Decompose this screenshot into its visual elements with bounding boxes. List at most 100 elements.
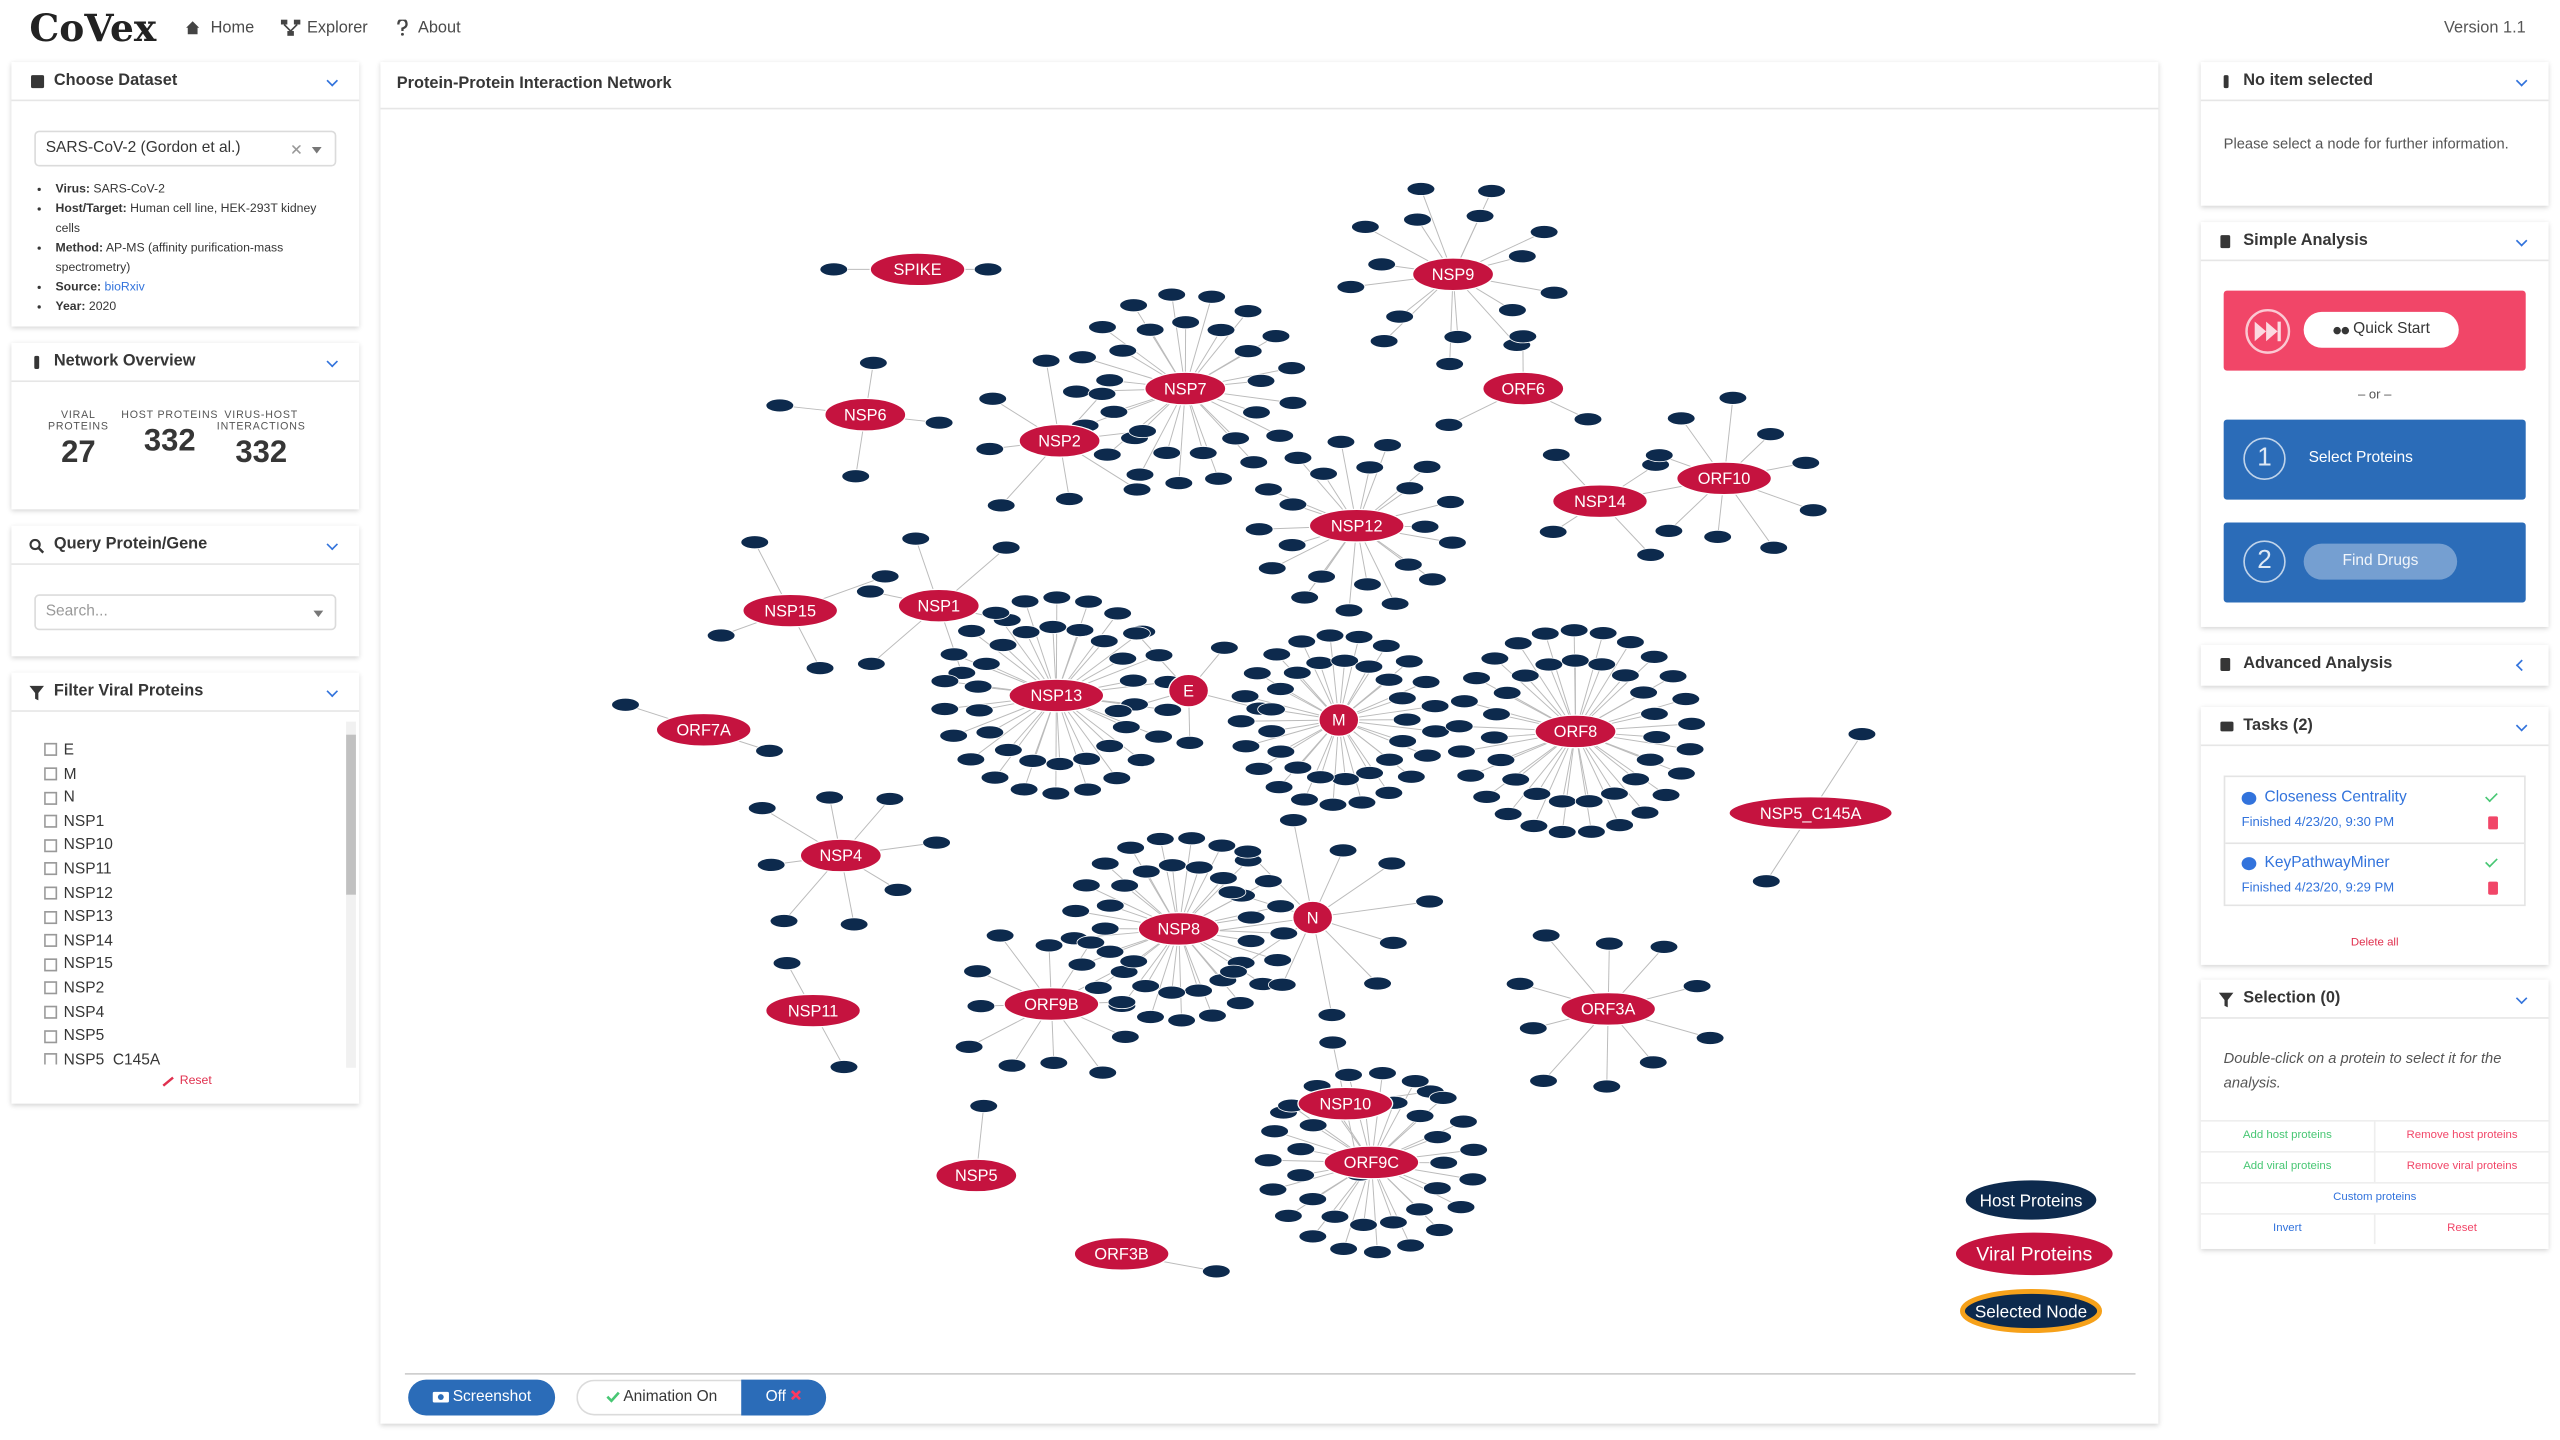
host-node: [975, 442, 1005, 456]
info-title: No item selected: [2243, 71, 2374, 90]
dataset-header[interactable]: Choose Dataset: [11, 62, 360, 102]
viral-node: [1411, 257, 1495, 292]
info-card: No item selected Please select a node fo…: [2200, 62, 2549, 206]
filter-item[interactable]: NSP5_C145A: [44, 1049, 344, 1065]
nav-about[interactable]: About: [417, 19, 461, 38]
host-node: [1395, 654, 1424, 669]
filter-icon: [2218, 992, 2234, 1008]
host-node: [1236, 910, 1266, 925]
nav-explorer[interactable]: Explorer: [306, 19, 368, 38]
filter-item[interactable]: N: [44, 787, 344, 811]
selection-button[interactable]: Invert: [2200, 1213, 2376, 1245]
host-node: [1443, 330, 1473, 344]
stat-value: 332: [143, 424, 196, 459]
host-node: [1274, 1208, 1303, 1223]
selection-button[interactable]: Custom proteins: [2200, 1182, 2549, 1213]
animation-on-button[interactable]: Animation On: [576, 1379, 745, 1416]
advanced-analysis-header[interactable]: Advanced Analysis: [2201, 645, 2549, 684]
host-node: [740, 535, 770, 550]
host-node: [1671, 692, 1701, 706]
host-node: [1298, 1192, 1328, 1207]
selection-button[interactable]: Remove host proteins: [2375, 1120, 2549, 1151]
host-node: [1434, 417, 1464, 432]
selection-button[interactable]: Remove viral proteins: [2375, 1151, 2549, 1182]
filter-reset[interactable]: Reset: [162, 1073, 212, 1087]
selection-button-label: Invert: [2273, 1222, 2302, 1235]
host-node: [1219, 964, 1248, 979]
host-node: [1592, 1079, 1622, 1094]
step-label: Find Drugs: [2342, 551, 2419, 570]
selection-button[interactable]: Reset: [2375, 1213, 2549, 1244]
animation-off-button[interactable]: Off: [741, 1379, 827, 1416]
task-item[interactable]: KeyPathwayMiner Finished 4/23/20, 9:29 PM: [2225, 842, 2524, 907]
filter-item[interactable]: NSP4: [44, 1002, 344, 1026]
selection-button[interactable]: Add viral proteins: [2200, 1151, 2376, 1183]
host-node: [1260, 1124, 1289, 1139]
filter-item[interactable]: NSP11: [44, 859, 344, 883]
task-item[interactable]: Closeness Centrality Finished 4/23/20, 9:…: [2225, 777, 2525, 845]
host-node: [1666, 411, 1696, 426]
task-icon: [2241, 791, 2257, 805]
query-input[interactable]: Search...: [34, 594, 337, 631]
dataset-title: Choose Dataset: [53, 71, 178, 90]
tasks-header[interactable]: Tasks (2): [2200, 707, 2549, 747]
toolbar-divider: [404, 1373, 2136, 1375]
overview-header[interactable]: Network Overview: [11, 343, 360, 383]
screenshot-button[interactable]: Screenshot: [408, 1379, 556, 1416]
host-node: [1639, 649, 1669, 664]
host-node: [947, 665, 977, 680]
host-node: [1595, 936, 1624, 951]
host-node: [1369, 334, 1399, 349]
viral-node: [1003, 987, 1100, 1022]
viral-node-label: NSP15: [764, 602, 816, 620]
delete-all[interactable]: Delete all: [2201, 937, 2549, 948]
host-node: [1055, 492, 1084, 506]
host-node: [1286, 1142, 1316, 1157]
host-node: [1651, 788, 1681, 802]
filter-item[interactable]: NSP14: [44, 930, 344, 954]
host-node: [1065, 623, 1095, 638]
quick-start-button[interactable]: Quick Start: [2303, 311, 2459, 348]
scrollbar[interactable]: [346, 721, 356, 1068]
task-delete: [2488, 816, 2498, 830]
host-node: [1088, 1065, 1118, 1080]
host-node: [1791, 455, 1821, 470]
query-header[interactable]: Query Protein/Gene: [11, 526, 360, 565]
host-node: [1092, 447, 1122, 462]
selection-button-label: Add viral proteins: [2243, 1160, 2332, 1173]
filter-header[interactable]: Filter Viral Proteins: [11, 673, 360, 712]
filter-item[interactable]: NSP12: [44, 883, 344, 907]
selection-header[interactable]: Selection (0): [2200, 980, 2549, 1019]
host-node: [1436, 495, 1465, 509]
filter-item[interactable]: NSP15: [44, 954, 344, 978]
filter-item[interactable]: NSP1: [44, 811, 344, 835]
filter-item[interactable]: NSP13: [44, 906, 344, 930]
detail-label: Virus:: [55, 181, 90, 196]
host-node: [1539, 285, 1569, 300]
host-node: [1331, 772, 1360, 787]
host-node: [1108, 651, 1138, 666]
filter-item[interactable]: NSP5: [44, 1026, 344, 1050]
quick-start-icon: [2245, 308, 2291, 354]
dataset-select[interactable]: SARS-CoV-2 (Gordon et al.): [34, 130, 337, 167]
nav-home[interactable]: Home: [210, 19, 255, 38]
host-node: [1246, 373, 1276, 388]
selection-button[interactable]: Add host proteins: [2200, 1120, 2376, 1152]
filter-item[interactable]: NSP2: [44, 978, 344, 1002]
host-node: [1503, 636, 1533, 651]
filter-item[interactable]: M: [44, 763, 344, 787]
host-node: [1425, 1223, 1454, 1237]
host-node: [1649, 939, 1679, 954]
host-node: [1209, 871, 1238, 886]
logo[interactable]: CoVex: [29, 6, 157, 51]
host-node: [986, 498, 1016, 513]
viral-node-label: ORF9B: [1024, 996, 1079, 1014]
simple-analysis-header[interactable]: Simple Analysis: [2200, 222, 2549, 262]
viral-node-label: NSP5_C145A: [1760, 805, 1862, 823]
host-node: [922, 835, 951, 850]
host-node: [829, 1060, 859, 1074]
stat-value: 27: [61, 435, 96, 471]
filter-item[interactable]: NSP10: [44, 835, 344, 859]
filter-item[interactable]: E: [44, 740, 344, 764]
